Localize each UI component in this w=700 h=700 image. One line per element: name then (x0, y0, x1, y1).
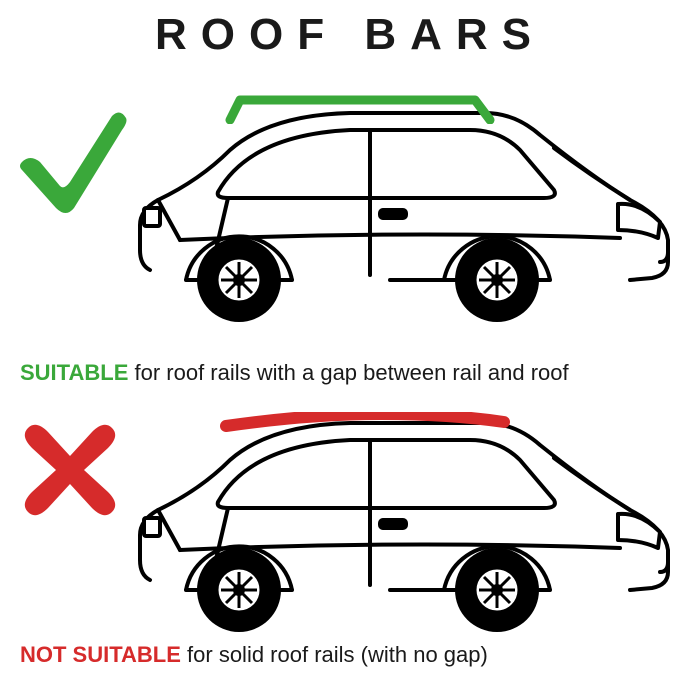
roof-rail-gap (220, 94, 500, 124)
page-title: ROOF BARS (0, 0, 700, 60)
cross-icon (10, 410, 130, 530)
roof-rail-solid (220, 412, 510, 432)
car-not-suitable (120, 390, 680, 650)
panel-suitable: SUITABLE for roof rails with a gap betwe… (0, 80, 700, 380)
panel-not-suitable: NOT SUITABLE for solid roof rails (with … (0, 380, 700, 670)
car-suitable (120, 80, 680, 340)
caption-not-suitable-lead: NOT SUITABLE (20, 642, 181, 667)
caption-not-suitable-rest: for solid roof rails (with no gap) (181, 642, 488, 667)
caption-not-suitable: NOT SUITABLE for solid roof rails (with … (20, 642, 488, 668)
check-icon (10, 100, 130, 220)
